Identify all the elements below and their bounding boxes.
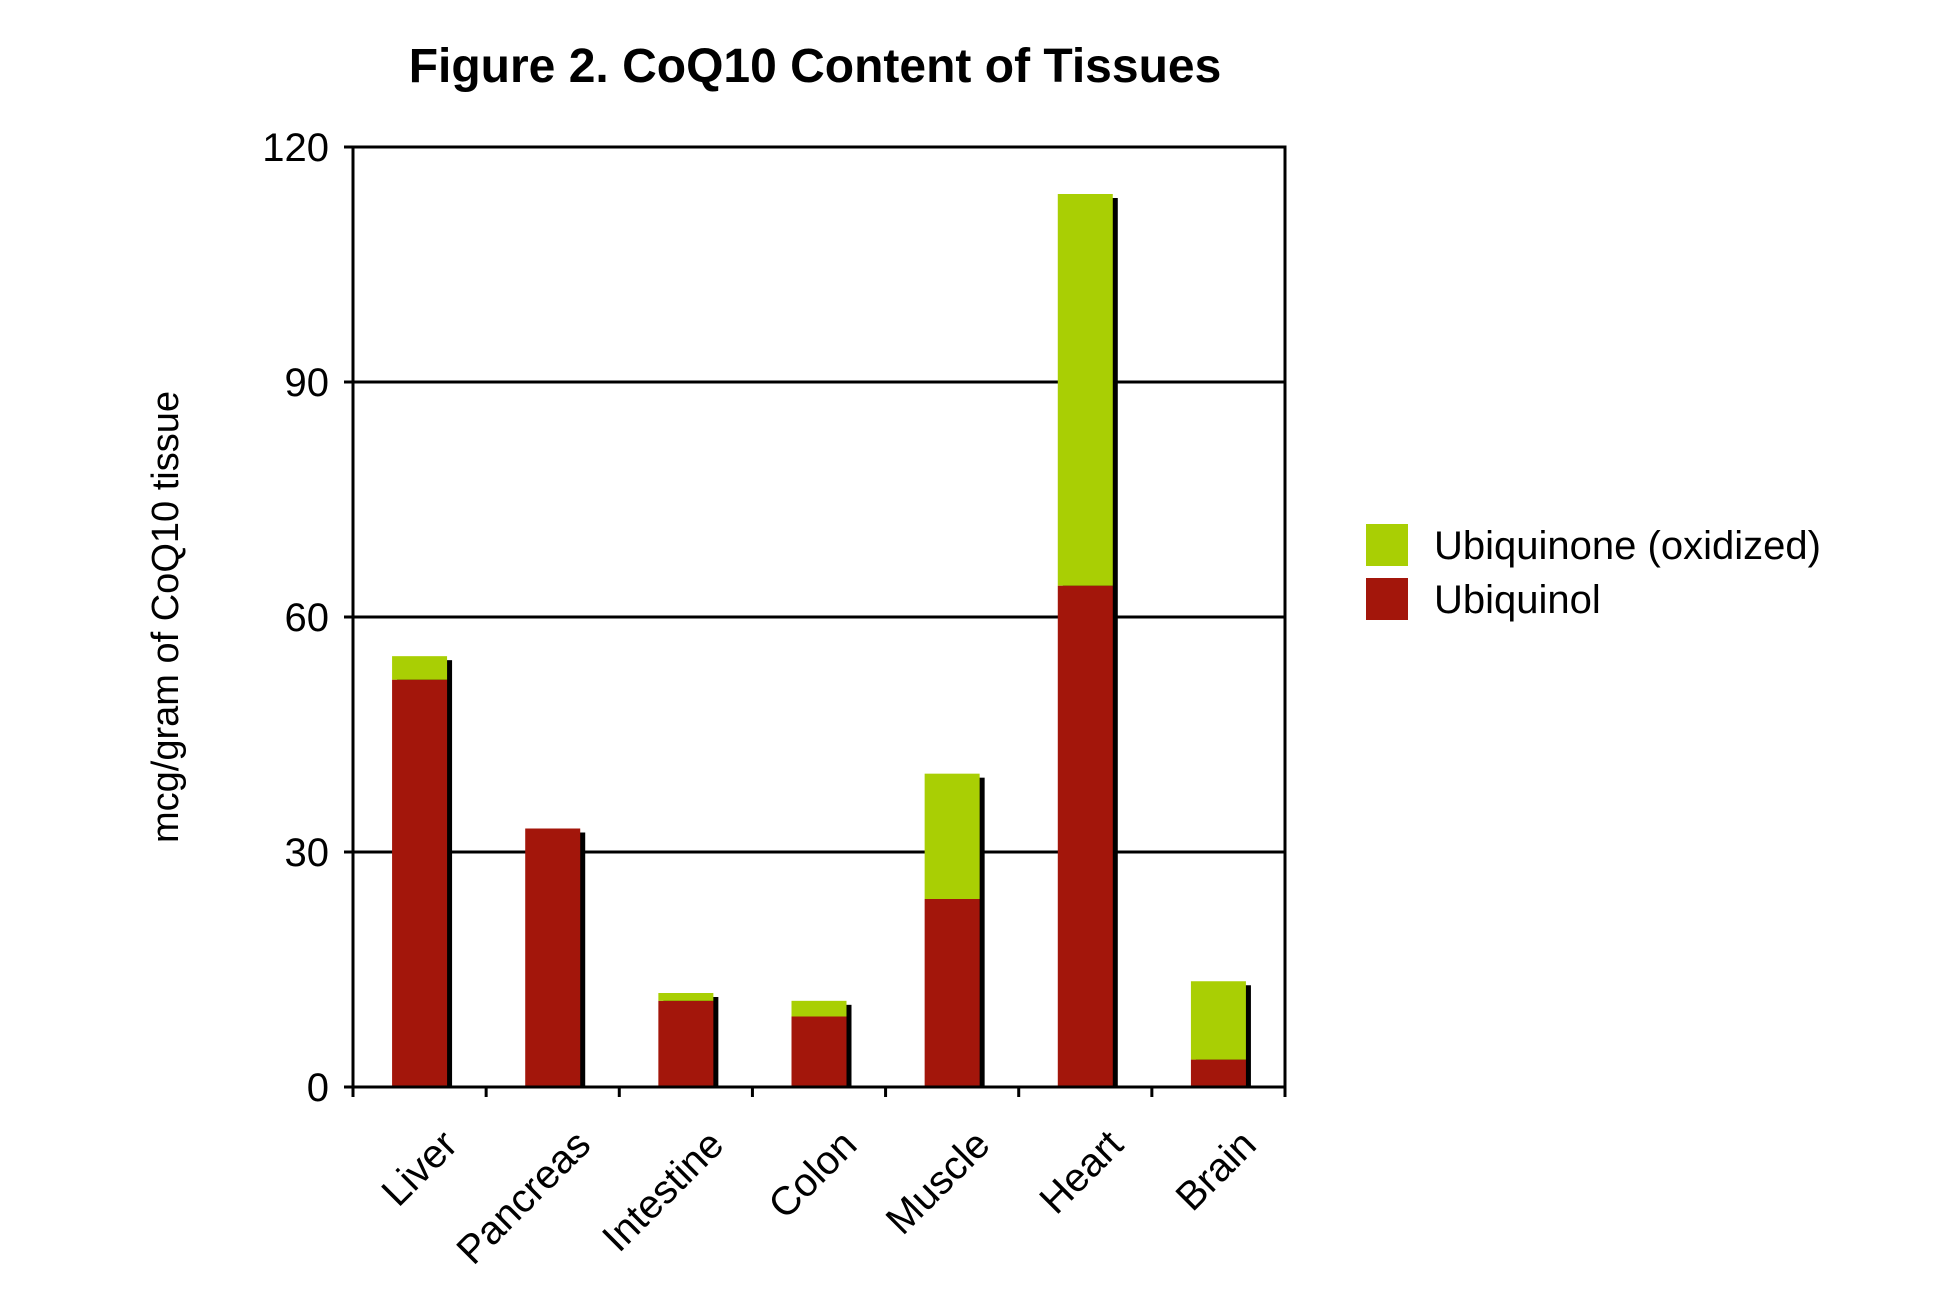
bar-muscle-ubiquinol: [924, 899, 980, 1087]
plot-frame: [351, 145, 1287, 1089]
x-tick-label-colon: Colon: [760, 1122, 865, 1227]
x-tick-label-muscle: Muscle: [878, 1122, 999, 1243]
bar-liver-ubiquinol: [392, 679, 448, 1087]
bar-muscle-ubiquinone-oxidized: [924, 773, 980, 899]
y-tick-label: 0: [307, 1066, 329, 1110]
x-tick-label-liver: Liver: [374, 1122, 466, 1214]
legend-label-ubiquinol: Ubiquinol: [1434, 578, 1601, 622]
bar-liver-ubiquinone-oxidized: [392, 656, 448, 680]
grid-lines: [353, 380, 1285, 854]
x-tick-label-intestine: Intestine: [594, 1122, 732, 1260]
bar-intestine-ubiquinol: [658, 1000, 714, 1087]
bar-pancreas-ubiquinol: [525, 828, 581, 1087]
y-tick-label: 30: [285, 831, 330, 875]
axes: [344, 145, 1287, 1097]
bar-colon-ubiquinol: [791, 1016, 847, 1087]
chart-title: Figure 2. CoQ10 Content of Tissues: [409, 40, 1222, 93]
legend-swatch-ubiquinol: [1366, 578, 1408, 620]
bar-heart-ubiquinone-oxidized: [1057, 194, 1113, 586]
legend-label-ubiquinone-oxidized: Ubiquinone (oxidized): [1434, 524, 1821, 568]
bar-brain-ubiquinol: [1190, 1059, 1246, 1087]
x-tick-label-heart: Heart: [1031, 1122, 1131, 1222]
bar-brain-ubiquinone-oxidized: [1190, 981, 1246, 1060]
x-tick-label-pancreas: Pancreas: [448, 1122, 599, 1273]
bars: [392, 194, 1251, 1087]
y-tick-label: 90: [285, 361, 330, 405]
bar-intestine-ubiquinone-oxidized: [658, 993, 714, 1001]
y-tick-label: 60: [285, 596, 330, 640]
bar-colon-ubiquinone-oxidized: [791, 1000, 847, 1017]
y-axis-label: mcg/gram of CoQ10 tissue: [145, 391, 187, 843]
legend-swatch-ubiquinone-oxidized: [1366, 524, 1408, 566]
legend: Ubiquinone (oxidized) Ubiquinol: [1366, 524, 1821, 622]
y-tick-label: 120: [262, 126, 329, 170]
bar-heart-ubiquinol: [1057, 585, 1113, 1087]
x-tick-label-brain: Brain: [1168, 1122, 1265, 1219]
